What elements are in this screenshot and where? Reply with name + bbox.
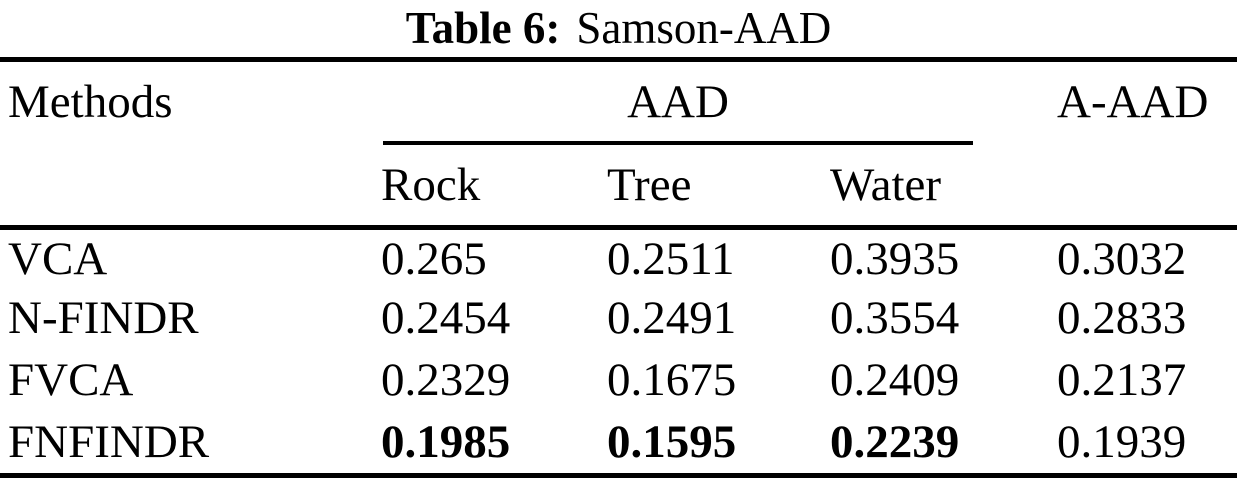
value-cell-water: 0.2409: [830, 354, 960, 406]
value-cell-tree: 0.2511: [598, 225, 825, 287]
aad-group-rule: [383, 141, 973, 145]
method-cell: FNFINDR: [8, 416, 210, 468]
method-cell: FVCA: [8, 354, 134, 406]
value-cell-a-aad: 0.1939: [1057, 416, 1187, 468]
table-caption-title: Samson-AAD: [576, 3, 832, 53]
value-cell-rock: 0.265: [376, 225, 598, 287]
col-header-methods: Methods: [8, 75, 173, 128]
group-header-aad: AAD: [627, 75, 729, 128]
value-cell-rock-best: 0.1985: [381, 416, 511, 468]
value-cell-a-aad: 0.2833: [1057, 292, 1187, 344]
table-bottom-rule: [0, 473, 1237, 478]
col-header-a-aad: A-AAD: [1057, 75, 1209, 128]
value-cell-water: 0.3554: [830, 292, 960, 344]
value-cell-tree-best: 0.1595: [607, 416, 737, 468]
value-cell-tree: 0.2491: [607, 292, 737, 344]
value-cell-tree: 0.1675: [607, 354, 737, 406]
sub-header-tree: Tree: [607, 159, 692, 211]
table-caption: Table 6: Samson-AAD: [0, 0, 1237, 57]
value-cell-a-aad: 0.3032: [1053, 225, 1237, 287]
value-cell-water-best: 0.2239: [830, 416, 960, 468]
method-cell: N-FINDR: [8, 292, 199, 344]
results-table: Methods AAD A-AAD Rock Tree Water VCA 0.…: [0, 62, 1237, 478]
value-cell-rock: 0.2454: [381, 292, 511, 344]
table-caption-label: Table 6:: [405, 3, 561, 53]
sub-header-rock: Rock: [381, 159, 481, 211]
method-cell: VCA: [0, 225, 376, 287]
value-cell-water: 0.3935: [825, 225, 1053, 287]
value-cell-a-aad: 0.2137: [1057, 354, 1187, 406]
value-cell-rock: 0.2329: [381, 354, 511, 406]
table-top-rule: [0, 57, 1237, 62]
sub-header-water: Water: [830, 159, 942, 211]
